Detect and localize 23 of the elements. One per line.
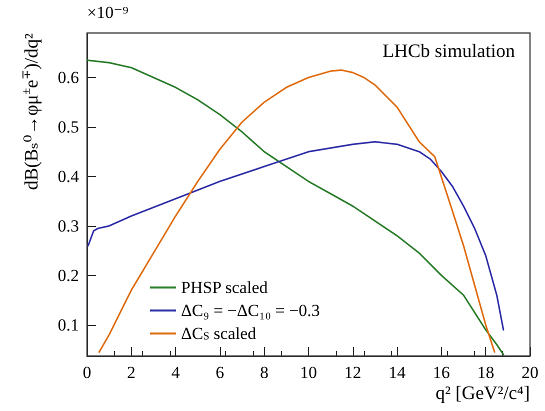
x-tick-label: 4 [171, 363, 180, 382]
y-tick-label: 0.6 [58, 68, 79, 88]
text: ×10⁻⁹ [87, 3, 129, 22]
x-tick-label: 12 [344, 363, 362, 382]
legend-label: ΔC₉ = −ΔC₁₀ = −0.3 [181, 301, 320, 320]
x-tick-label: 8 [260, 363, 268, 382]
y-tick-label: 0.3 [58, 216, 79, 236]
x-tick-label: 18 [477, 363, 494, 382]
y-tick-label: 0.4 [58, 166, 80, 186]
x-tick-label: 2 [127, 363, 136, 382]
annotation: LHCb simulation [382, 41, 516, 62]
x-tick-label: 20 [522, 363, 538, 382]
legend-label: ΔCS scaled [181, 324, 257, 343]
x-tick-label: 14 [388, 363, 406, 382]
x-tick-label: 16 [432, 363, 450, 382]
legend-label: PHSP scaled [181, 278, 268, 297]
y-tick-label: 0.2 [58, 266, 79, 285]
x-tick-label: 10 [300, 363, 317, 382]
x-tick-label: 0 [82, 363, 92, 382]
x-axis-title: q² [GeV²/c⁴] [435, 383, 530, 404]
x-tick-label: 6 [216, 363, 224, 382]
y-tick-label: 0.1 [58, 315, 79, 334]
y-tick-label: 0.5 [58, 117, 79, 136]
